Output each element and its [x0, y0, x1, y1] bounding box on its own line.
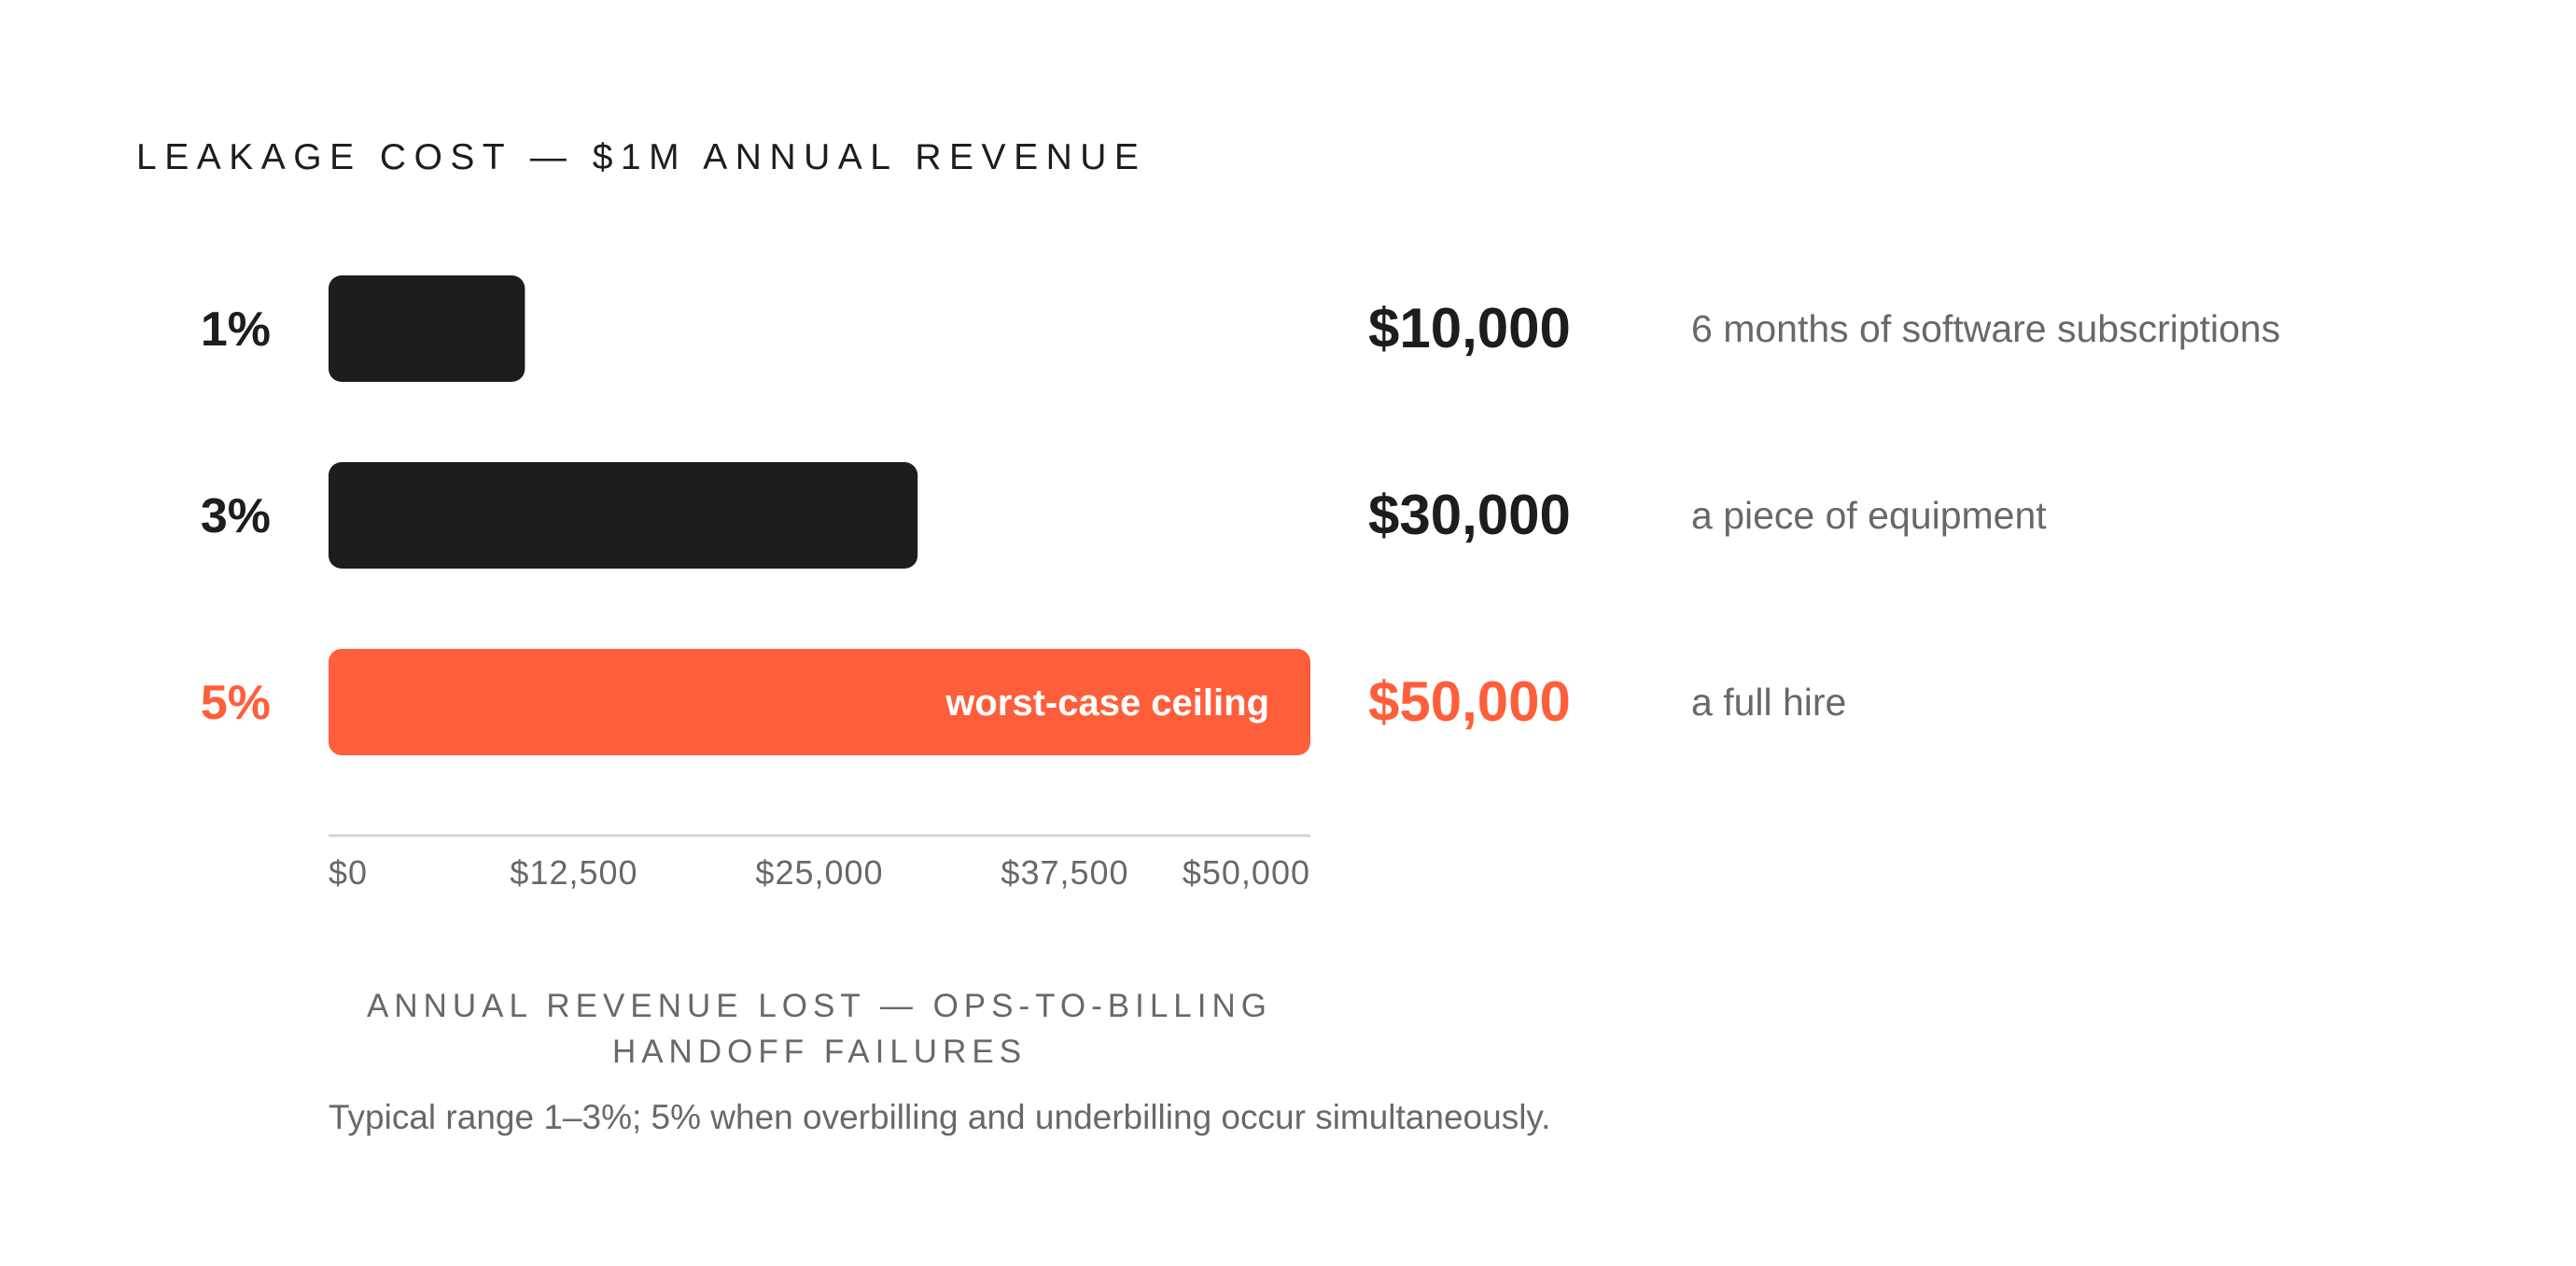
bar-value-label: $50,000 — [1368, 670, 1571, 733]
bar-annotation: worst-case ceiling — [945, 682, 1269, 724]
x-tick-label: $50,000 — [1183, 853, 1310, 892]
bar-category-label: 3% — [201, 489, 271, 543]
x-axis-ticks: $0 $12,500 $25,000 $37,500 $50,000 — [329, 853, 1310, 892]
bar-description: a piece of equipment — [1691, 494, 2047, 537]
bar-row: 3% $30,000 a piece of equipment — [201, 462, 2047, 569]
x-tick-label: $12,500 — [510, 853, 637, 892]
footnote: Typical range 1–3%; 5% when overbilling … — [329, 1098, 1550, 1136]
x-axis-title-line-2: HANDOFF FAILURES — [612, 1034, 1027, 1070]
x-tick-label: $0 — [329, 853, 368, 892]
bar-description: 6 months of software subscriptions — [1691, 307, 2280, 350]
bar-row: 1% $10,000 6 months of software subscripti… — [201, 275, 2280, 382]
bar-category-label: 1% — [201, 302, 271, 357]
bar-rows: 1% $10,000 6 months of software subscripti… — [201, 275, 2280, 755]
x-tick-label: $37,500 — [1001, 853, 1128, 892]
x-tick-label: $25,000 — [755, 853, 883, 892]
bar-description: a full hire — [1691, 681, 1846, 724]
bar — [329, 462, 918, 569]
bar-row: 5% worst-case ceiling $50,000 a full hire — [201, 649, 1846, 755]
bar-category-label: 5% — [201, 676, 271, 730]
bar — [329, 275, 525, 382]
chart-title: LEAKAGE COST — $1M ANNUAL REVENUE — [136, 137, 1146, 177]
bar — [329, 649, 1310, 755]
bar-value-label: $10,000 — [1368, 297, 1571, 359]
bar-value-label: $30,000 — [1368, 484, 1571, 546]
x-axis-title-line-1: ANNUAL REVENUE LOST — OPS-TO-BILLING — [367, 988, 1272, 1024]
